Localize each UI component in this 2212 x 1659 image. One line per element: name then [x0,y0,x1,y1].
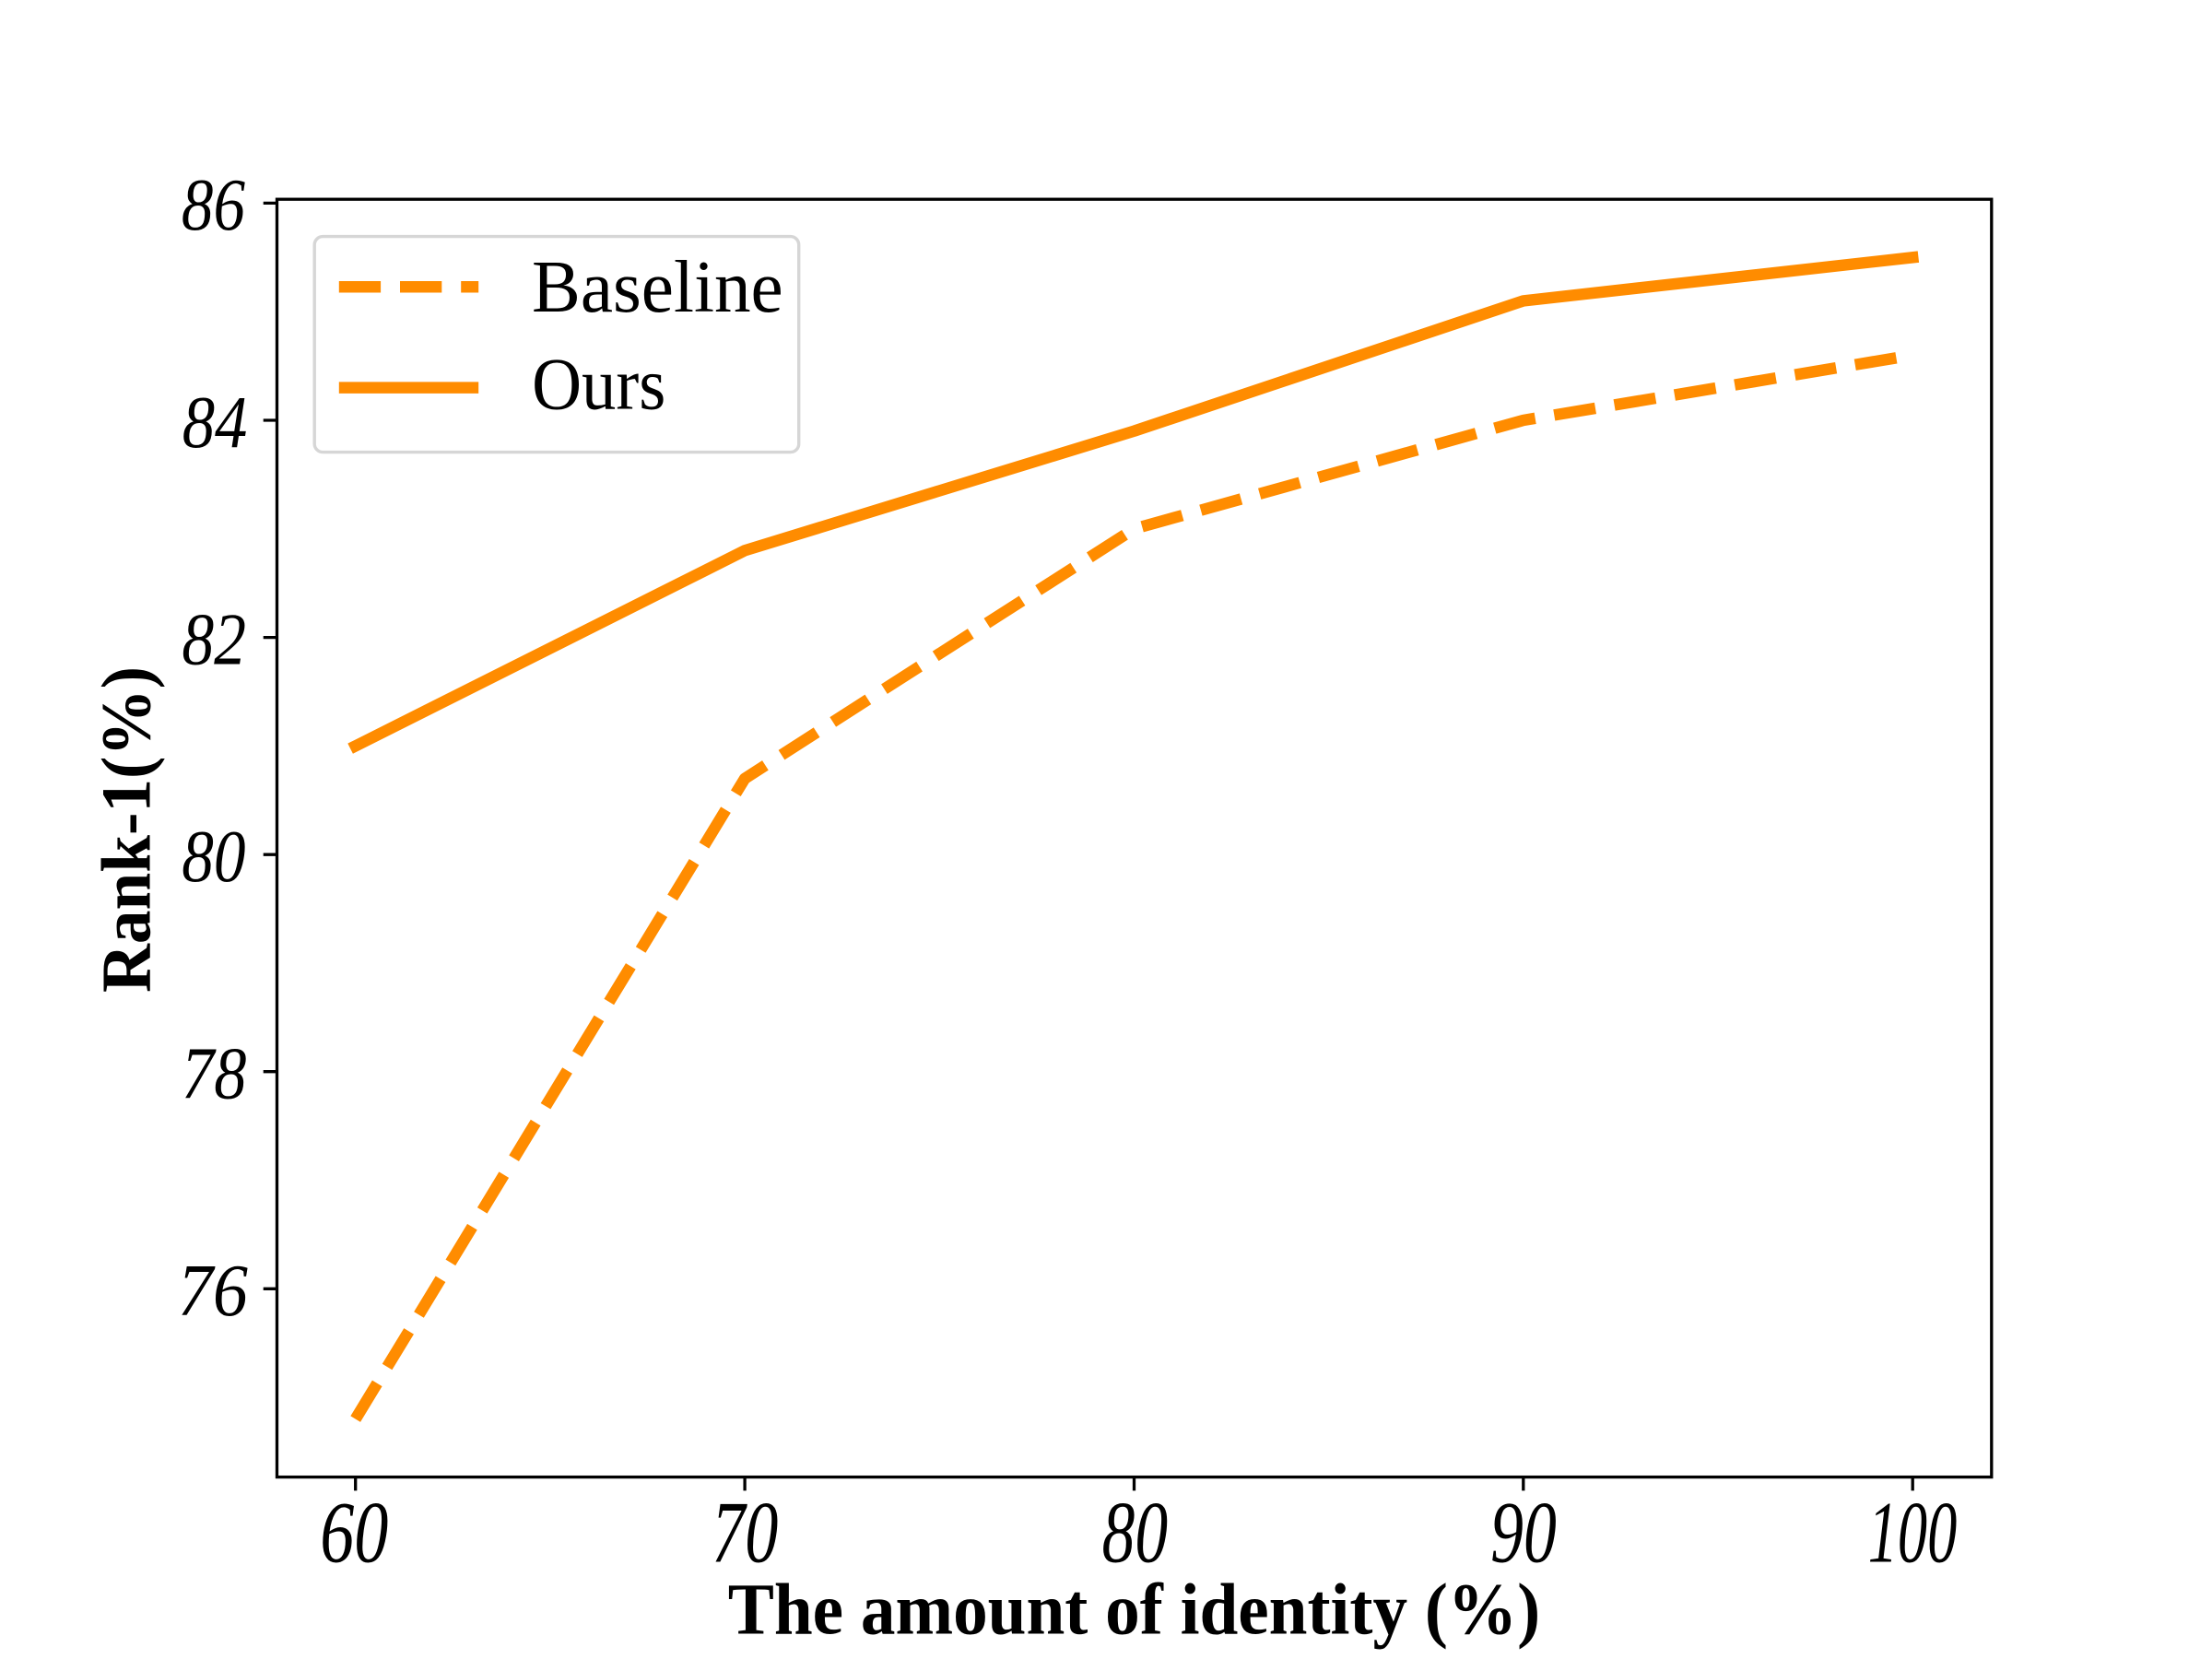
svg-text:Rank-1(%): Rank-1(%) [88,666,166,993]
svg-text:84: 84 [182,381,248,463]
svg-text:76: 76 [178,1250,248,1333]
svg-text:86: 86 [182,164,245,246]
svg-text:82: 82 [182,599,246,681]
svg-text:60: 60 [320,1485,388,1582]
svg-text:80: 80 [182,816,245,898]
svg-text:Baseline: Baseline [532,247,783,328]
svg-text:80: 80 [1102,1485,1169,1582]
svg-text:90: 90 [1490,1485,1557,1582]
svg-text:78: 78 [182,1032,247,1115]
svg-text:100: 100 [1868,1484,1958,1581]
svg-text:Ours: Ours [532,343,665,425]
svg-text:70: 70 [712,1485,778,1582]
svg-text:The amount of identity (%): The amount of identity (%) [728,1569,1540,1650]
